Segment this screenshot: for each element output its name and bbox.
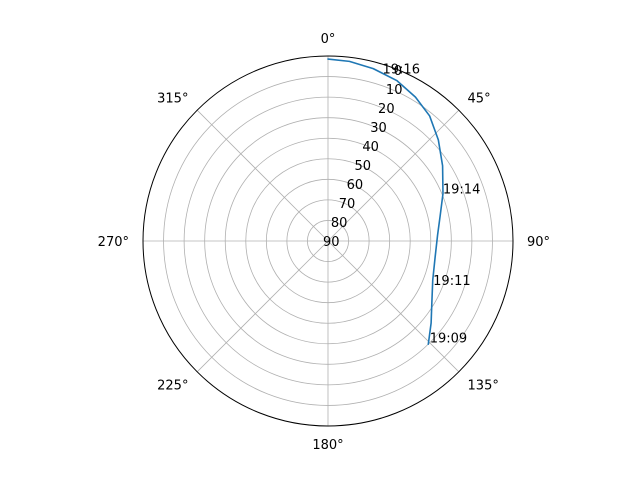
annotation-label-3: 19:16 — [383, 62, 420, 77]
angular-gridline-225 — [197, 241, 328, 372]
radial-tick-label-80: 80 — [331, 216, 348, 231]
angular-tick-label-90: 90° — [527, 235, 550, 250]
radial-tick-label-70: 70 — [339, 197, 356, 212]
label-layer: 0°45°90°135°180°225°270°315°010203040506… — [98, 32, 550, 453]
radial-tick-label-90: 90 — [323, 235, 340, 250]
angular-tick-label-270: 270° — [98, 235, 129, 250]
angular-tick-label-225: 225° — [157, 379, 188, 394]
angular-gridline-315 — [197, 110, 328, 241]
radial-tick-label-30: 30 — [370, 121, 387, 136]
annotation-label-0: 19:09 — [430, 332, 467, 347]
annotation-label-1: 19:11 — [433, 274, 470, 289]
radial-tick-label-50: 50 — [354, 159, 371, 174]
angular-tick-label-315: 315° — [157, 91, 188, 106]
angular-tick-label-45: 45° — [468, 91, 491, 106]
radial-tick-label-20: 20 — [378, 102, 395, 117]
angular-tick-label-180: 180° — [312, 438, 343, 453]
radial-tick-label-40: 40 — [362, 140, 379, 155]
radial-tick-label-60: 60 — [347, 178, 364, 193]
radial-tick-label-10: 10 — [386, 83, 403, 98]
angular-tick-label-135: 135° — [468, 379, 499, 394]
angular-tick-label-0: 0° — [321, 32, 336, 47]
angular-gridline-135 — [328, 241, 459, 372]
annotation-label-2: 19:14 — [443, 182, 480, 197]
